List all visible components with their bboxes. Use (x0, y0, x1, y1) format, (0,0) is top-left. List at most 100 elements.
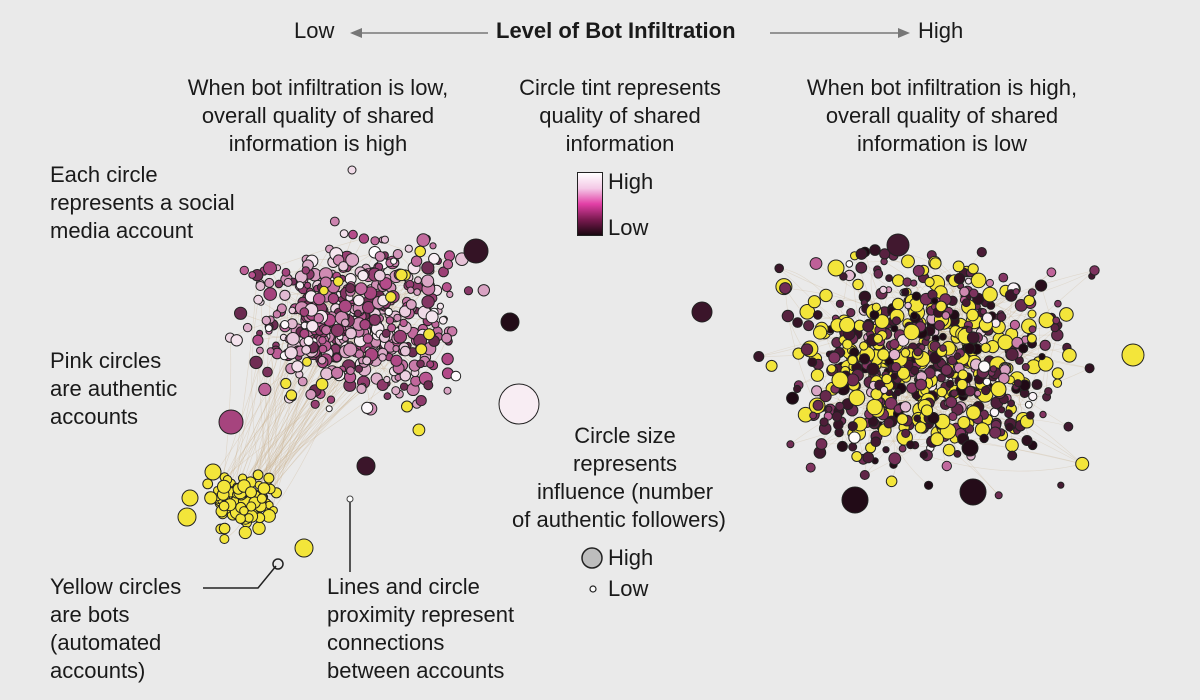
authentic-account-node (263, 287, 278, 301)
authentic-account-node (404, 244, 413, 253)
annotation-line: between accounts (327, 658, 505, 683)
authentic-account-node (839, 272, 848, 281)
authentic-account-node (283, 277, 293, 287)
authentic-account-node (393, 329, 408, 344)
annotation-line: Pink circles (50, 348, 162, 373)
authentic-account-node (998, 406, 1006, 414)
bot-account-node (891, 297, 905, 311)
bot-account-node (1059, 307, 1074, 322)
bot-account-node (245, 486, 257, 499)
bot-account-node (412, 423, 426, 437)
authentic-account-node (890, 362, 902, 373)
bot-account-node (315, 377, 329, 391)
authentic-account-node (835, 401, 845, 411)
bot-account-node (218, 522, 231, 535)
right-arrow-icon (898, 28, 910, 38)
authentic-account-node (281, 267, 291, 277)
authentic-account-node (450, 370, 462, 382)
authentic-account-node (998, 272, 1009, 283)
authentic-account-node (330, 323, 345, 337)
authentic-account-node (442, 259, 454, 270)
authentic-account-node (400, 345, 411, 357)
authentic-account-node (312, 292, 326, 306)
authentic-account-node (786, 391, 799, 405)
bot-account-node (970, 272, 987, 289)
authentic-account-node (429, 242, 437, 250)
size-caption-line: influence (number (536, 479, 714, 504)
authentic-account-node (1028, 391, 1038, 402)
authentic-account-node (774, 263, 785, 274)
authentic-account-node (447, 326, 458, 337)
annotation-line: Each circle (50, 162, 158, 187)
authentic-account-node (819, 417, 829, 427)
bot-account-node (765, 359, 778, 372)
bot-account-node (202, 478, 214, 490)
authentic-account-node (264, 324, 273, 333)
bot-account-node (901, 254, 915, 269)
authentic-account-node (883, 417, 895, 429)
bot-account-node (810, 368, 825, 382)
authentic-account-node (1046, 267, 1057, 278)
authentic-account-node (979, 433, 989, 444)
authentic-account-node (381, 328, 391, 338)
tint-legend-high: High (608, 169, 654, 194)
authentic-account-node (392, 249, 403, 260)
bot-account-node (1005, 438, 1019, 453)
size-legend-high: High (608, 545, 654, 570)
authentic-account-node (463, 238, 489, 264)
authentic-account-node (1038, 353, 1046, 361)
authentic-account-node (253, 294, 264, 305)
annotation-line: represents a social (50, 190, 235, 215)
authentic-account-node (343, 342, 358, 357)
authentic-account-node (301, 345, 312, 355)
authentic-account-node (986, 301, 996, 310)
authentic-account-node (359, 319, 371, 331)
annotation-line: Yellow circles (50, 574, 182, 599)
bot-account-node (401, 400, 413, 413)
authentic-account-node (338, 261, 349, 272)
authentic-account-node (989, 365, 998, 373)
yellow-leader-line (203, 565, 277, 589)
authentic-account-node (319, 276, 332, 289)
bot-account-node (866, 398, 883, 416)
authentic-account-node (421, 261, 435, 275)
bot-account-node (966, 405, 981, 421)
authentic-account-node (1089, 265, 1100, 276)
authentic-account-node (380, 235, 389, 244)
connection-edge (227, 373, 326, 480)
annotation-line: accounts) (50, 658, 146, 683)
authentic-account-node (1039, 339, 1051, 351)
authentic-account-node (901, 288, 910, 297)
bot-account-node (852, 278, 864, 291)
bot-account-node (819, 288, 833, 303)
authentic-account-node (297, 376, 308, 387)
authentic-account-node (994, 491, 1003, 500)
bot-account-node (827, 259, 845, 277)
authentic-account-node (1054, 299, 1062, 308)
bot-account-node (885, 475, 898, 488)
connection-edge (938, 270, 1095, 313)
authentic-account-node (438, 266, 449, 278)
bot-account-node (873, 333, 883, 344)
bot-account-node (333, 276, 344, 287)
header-arrows (350, 28, 910, 38)
authentic-account-node (299, 307, 310, 317)
authentic-account-node (901, 428, 911, 438)
authentic-account-node (945, 396, 958, 409)
authentic-account-node (421, 295, 435, 309)
authentic-account-node (383, 375, 391, 384)
authentic-account-node (888, 348, 901, 361)
authentic-account-node (438, 316, 448, 325)
bot-account-node (280, 377, 292, 390)
bot-account-node (936, 386, 948, 398)
bot-account-node (177, 507, 197, 527)
bot-account-node (900, 348, 911, 358)
authentic-account-node (989, 407, 1000, 418)
authentic-account-node (889, 339, 900, 350)
authentic-account-node (421, 274, 435, 288)
size-legend-high-circle (581, 547, 603, 569)
authentic-account-node (835, 299, 845, 308)
authentic-account-node (1024, 400, 1033, 409)
authentic-account-node (274, 279, 284, 289)
bot-account-node (385, 291, 397, 303)
